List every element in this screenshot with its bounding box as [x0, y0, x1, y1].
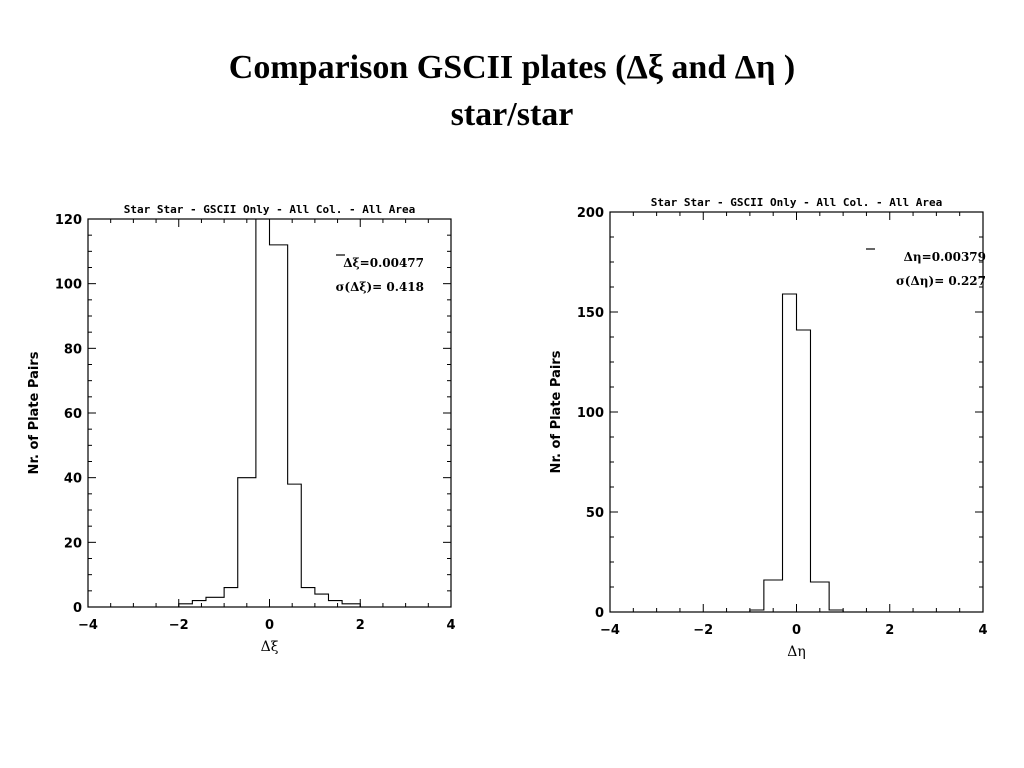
left-y-tick-label: 100 — [55, 278, 82, 293]
left-x-tick-label: 2 — [356, 618, 365, 633]
left-histogram-bar — [256, 219, 270, 607]
left-histogram-bar — [251, 478, 256, 607]
left-y-tick-label: 40 — [64, 472, 82, 487]
left-histogram-bar — [301, 588, 315, 607]
slide-title: Comparison GSCII plates (Δξ and Δη ) sta… — [0, 44, 1024, 138]
left-histogram-outline — [178, 218, 361, 607]
left-histogram-bar — [328, 601, 342, 607]
left-histogram-bar — [315, 594, 329, 607]
left-histogram-bar — [224, 588, 238, 607]
left-x-axis-label: Δξ — [261, 639, 279, 655]
left-histogram-bar — [270, 245, 288, 607]
left-x-tick-label: −4 — [78, 618, 98, 633]
left-x-tick-label: 0 — [265, 618, 274, 633]
left-y-tick-label: 120 — [55, 213, 82, 228]
slide-title-line2: star/star — [450, 96, 574, 133]
left-chart-title: Star Star - GSCII Only - All Col. - All … — [124, 203, 415, 216]
left-y-axis-label: Nr. of Plate Pairs — [27, 351, 42, 474]
left-y-tick-label: 0 — [73, 601, 82, 616]
slide-title-line1: Comparison GSCII plates (Δξ and Δη ) — [228, 49, 796, 86]
left-histogram-bar — [206, 597, 224, 607]
left-plot-frame — [87, 218, 452, 608]
left-y-tick-label: 80 — [64, 342, 82, 357]
left-histogram-bar — [238, 478, 252, 607]
left-histogram-bar — [288, 484, 302, 607]
left-y-tick-label: 20 — [64, 536, 82, 551]
left-histogram-bar — [192, 601, 206, 607]
left-y-tick-label: 60 — [64, 407, 82, 422]
left-stat-annotation: Δξ=0.00477 — [343, 256, 424, 270]
left-x-tick-label: −2 — [169, 618, 189, 633]
left-stat-annotation: σ(Δξ)= 0.418 — [336, 280, 424, 294]
left-x-tick-label: 4 — [446, 618, 455, 633]
